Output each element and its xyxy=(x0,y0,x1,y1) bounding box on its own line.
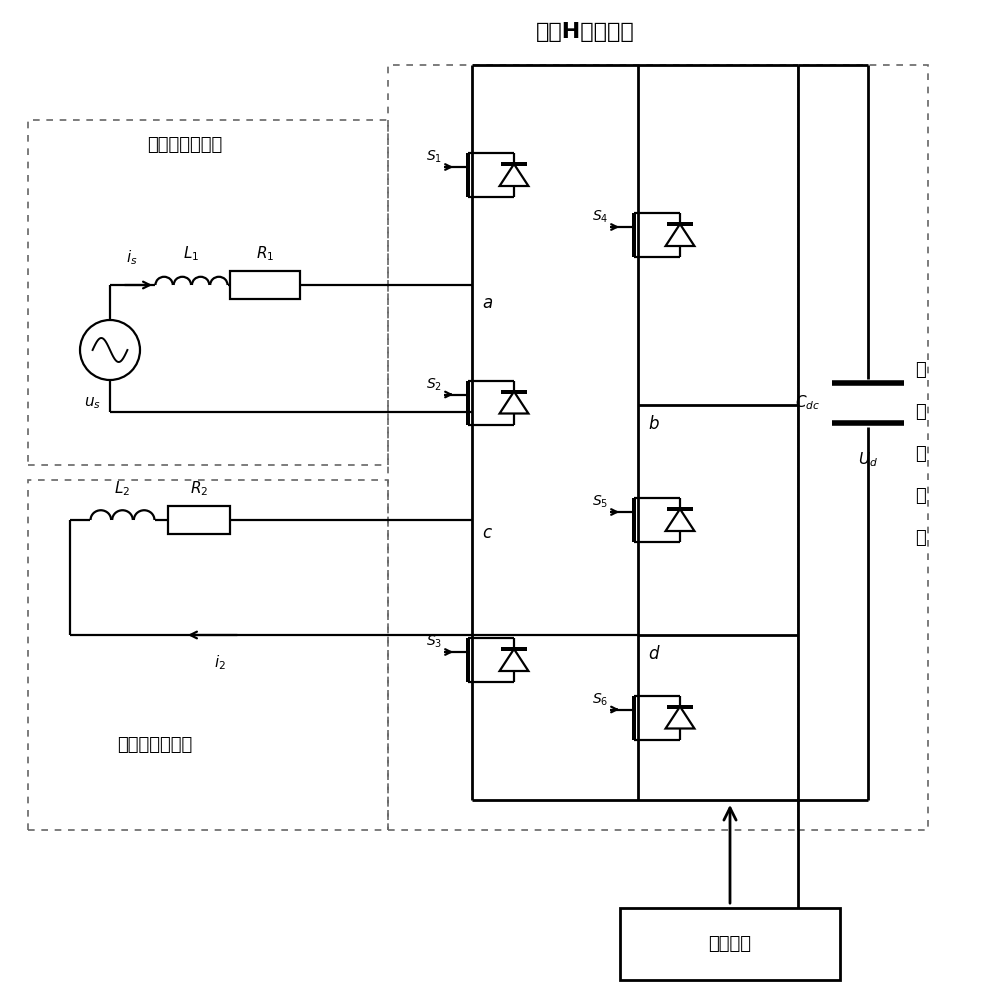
Text: $S_2$: $S_2$ xyxy=(426,376,442,393)
Text: $d$: $d$ xyxy=(648,645,661,663)
Polygon shape xyxy=(666,706,694,728)
Polygon shape xyxy=(666,224,694,246)
Text: 第一交流侧电路: 第一交流侧电路 xyxy=(148,136,222,154)
Text: $S_6$: $S_6$ xyxy=(591,691,608,708)
Text: 直: 直 xyxy=(915,361,926,379)
Bar xyxy=(388,65,798,830)
Bar xyxy=(168,506,230,534)
Text: $u_s$: $u_s$ xyxy=(83,395,100,411)
Text: $C_{dc}$: $C_{dc}$ xyxy=(795,393,820,412)
Bar xyxy=(620,908,840,980)
Text: $R_1$: $R_1$ xyxy=(256,244,274,263)
Text: $U_d$: $U_d$ xyxy=(858,451,878,469)
Polygon shape xyxy=(500,649,529,671)
Text: $c$: $c$ xyxy=(482,525,493,542)
Text: 流: 流 xyxy=(915,403,926,421)
Text: $b$: $b$ xyxy=(648,415,660,433)
Text: $i_2$: $i_2$ xyxy=(214,653,226,672)
Text: $S_5$: $S_5$ xyxy=(592,494,608,510)
Bar xyxy=(230,271,300,299)
Text: $i_s$: $i_s$ xyxy=(126,248,138,267)
Bar xyxy=(798,65,928,830)
Text: $S_3$: $S_3$ xyxy=(426,634,442,650)
Text: 路: 路 xyxy=(915,529,926,547)
Text: $L_1$: $L_1$ xyxy=(184,244,199,263)
Polygon shape xyxy=(500,391,529,414)
Text: $R_2$: $R_2$ xyxy=(189,479,208,498)
Text: 侧: 侧 xyxy=(915,445,926,463)
Polygon shape xyxy=(666,509,694,531)
Text: $L_2$: $L_2$ xyxy=(114,479,131,498)
Text: 单相H桥主电路: 单相H桥主电路 xyxy=(536,22,634,42)
Text: 控制电路: 控制电路 xyxy=(708,935,752,953)
Text: $S_1$: $S_1$ xyxy=(426,149,442,165)
Polygon shape xyxy=(500,164,529,186)
Text: 电: 电 xyxy=(915,487,926,505)
Text: 第二交流侧电路: 第二交流侧电路 xyxy=(117,736,192,754)
Bar xyxy=(28,480,388,830)
Bar xyxy=(28,120,388,465)
Text: $a$: $a$ xyxy=(482,295,493,312)
Text: $S_4$: $S_4$ xyxy=(591,209,608,225)
